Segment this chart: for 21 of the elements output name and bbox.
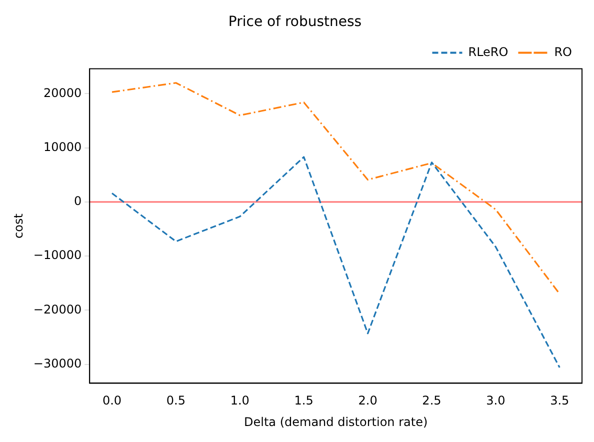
- y-tick-label: −30000: [33, 356, 82, 370]
- chart-title: Price of robustness: [228, 14, 362, 30]
- line-series: [111, 156, 560, 368]
- x-tick-label: 2.0: [358, 394, 378, 408]
- x-tick-label: 1.0: [230, 394, 250, 408]
- y-tick-label: −20000: [33, 302, 82, 316]
- legend-label: RO: [554, 44, 572, 59]
- y-axis-title: cost: [11, 213, 26, 238]
- y-tick-label: 20000: [43, 86, 82, 100]
- x-axis-title: Delta (demand distortion rate): [244, 414, 428, 429]
- x-tick-label: 0.5: [166, 394, 186, 408]
- x-tick-label: 3.0: [486, 394, 506, 408]
- line-series: [111, 82, 560, 295]
- y-tick-label: −10000: [33, 248, 82, 262]
- x-tick-label: 1.5: [294, 394, 314, 408]
- x-tick-label: 2.5: [422, 394, 442, 408]
- y-tick-label: 0: [74, 194, 82, 208]
- y-tick-label: 10000: [43, 140, 82, 154]
- legend-label: RLeRO: [468, 44, 508, 59]
- x-tick-label: 0.0: [102, 394, 122, 408]
- x-tick-label: 3.5: [550, 394, 570, 408]
